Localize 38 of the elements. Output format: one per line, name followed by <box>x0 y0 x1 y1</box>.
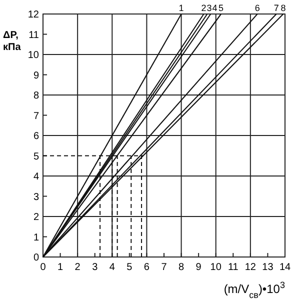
y-tick-label: 1 <box>33 232 40 244</box>
y-axis-title: ΔP, кПа <box>3 30 22 53</box>
series-label: 1 <box>178 3 184 13</box>
y-tick-label: 6 <box>33 131 40 142</box>
y-tick-label: 4 <box>33 172 40 182</box>
x-tick-label: 9 <box>196 262 202 273</box>
series-label: 2 <box>201 3 206 13</box>
x-tick-label: 13 <box>262 262 274 273</box>
series-label: 6 <box>254 3 260 13</box>
x-tick-label: 14 <box>279 262 291 273</box>
x-tick-label: 2 <box>74 262 81 273</box>
x-tick-label: 7 <box>161 262 168 273</box>
series-label: 3 <box>206 3 212 13</box>
y-tick-label: 11 <box>28 30 40 41</box>
series-label: 7 <box>274 3 279 13</box>
y-tick-label: 7 <box>33 110 40 122</box>
x-tick-label: 5 <box>126 262 133 273</box>
y-tick-label: 8 <box>33 90 40 102</box>
series-label: 4 <box>212 3 218 13</box>
x-tick-label: 11 <box>228 262 239 273</box>
x-tick-label: 4 <box>109 262 116 273</box>
x-tick-label: 1 <box>58 262 64 273</box>
x-tick-label: 6 <box>144 262 150 273</box>
x-tick-label: 10 <box>210 262 222 273</box>
x-tick-label: 3 <box>92 262 98 273</box>
y-tick-label: 0 <box>33 252 40 264</box>
x-tick-label: 0 <box>40 262 46 273</box>
y-tick-label: 12 <box>28 10 40 20</box>
y-tick-label: 2 <box>33 212 40 223</box>
series-label: 8 <box>280 3 286 13</box>
x-axis-title: (m/V$_{св}$)•10$^{3}$ <box>224 280 285 300</box>
x-tick-label: 8 <box>178 262 185 273</box>
x-tick-label: 12 <box>244 262 256 273</box>
y-tick-label: 9 <box>33 70 40 82</box>
y-tick-label: 5 <box>33 151 40 162</box>
y-tick-label: 10 <box>28 50 40 61</box>
series-label: 5 <box>218 3 224 13</box>
y-tick-label: 3 <box>33 192 40 203</box>
